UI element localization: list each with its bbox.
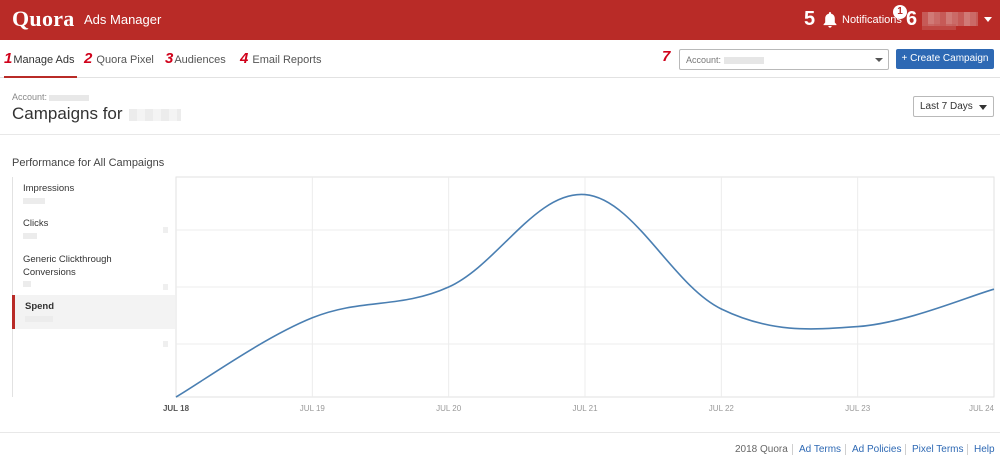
- date-range-value: Last 7 Days: [920, 101, 973, 112]
- footer-divider: [0, 432, 1000, 433]
- performance-title: Performance for All Campaigns: [12, 157, 165, 169]
- metric-list: Impressions Clicks Generic Clickthrough …: [12, 177, 175, 397]
- footer-separator: [905, 444, 906, 455]
- y-tick-label-redacted: [163, 227, 168, 233]
- metric-label: Impressions: [23, 183, 75, 194]
- pixel-terms-link[interactable]: Pixel Terms: [912, 444, 964, 455]
- x-tick-label: JUL 18: [163, 404, 190, 413]
- footer-link-ad-terms[interactable]: Ad Terms: [799, 444, 841, 455]
- help-link[interactable]: Help: [974, 444, 995, 455]
- user-name-redacted[interactable]: [922, 12, 978, 26]
- tab-annotation: 2: [84, 50, 93, 67]
- x-tick-label: JUL 24: [969, 404, 995, 413]
- footer-separator: [967, 444, 968, 455]
- user-menu-annotation: 6: [906, 8, 918, 30]
- date-range-select[interactable]: Last 7 Days: [913, 96, 994, 117]
- footer-link-ad-policies[interactable]: Ad Policies: [852, 444, 901, 455]
- footer-separator: [792, 444, 793, 455]
- page-title: Campaigns for: [12, 104, 181, 124]
- tab-label: Quora Pixel: [96, 54, 154, 66]
- user-subtitle-redacted: [922, 24, 956, 30]
- footer-link-help[interactable]: Help: [974, 444, 995, 455]
- tab-annotation: 1: [4, 50, 13, 67]
- notifications-link[interactable]: Notifications: [842, 14, 902, 26]
- tab-audiences[interactable]: 3Audiences: [165, 40, 226, 78]
- create-campaign-button[interactable]: + Create Campaign: [896, 49, 994, 69]
- account-name-redacted: [49, 94, 90, 101]
- footer-link-pixel-terms[interactable]: Pixel Terms: [912, 444, 964, 455]
- metric-value-redacted: [23, 233, 37, 239]
- x-tick-label: JUL 19: [300, 404, 326, 413]
- chevron-down-icon: [875, 58, 883, 62]
- account-label: Account:: [12, 92, 90, 102]
- tab-label: Audiences: [174, 54, 226, 66]
- metric-label: Generic Clickthrough Conversions: [23, 254, 112, 278]
- footer-separator: [845, 444, 846, 455]
- ad-terms-link[interactable]: Ad Terms: [799, 444, 842, 455]
- app-title[interactable]: Ads Manager: [84, 12, 162, 27]
- y-tick-label-redacted: [163, 341, 168, 347]
- account-select[interactable]: Account:: [679, 49, 889, 70]
- section-divider: [0, 134, 1000, 135]
- tab-label: Email Reports: [252, 54, 322, 66]
- tab-annotation: 3: [165, 50, 174, 67]
- page-title-text: Campaigns for: [12, 104, 123, 123]
- metric-value-redacted: [25, 316, 53, 322]
- ad-policies-link[interactable]: Ad Policies: [852, 444, 902, 455]
- metric-label: Clicks: [23, 218, 49, 229]
- top-bar: Quora Ads Manager 5 Notifications 1 6: [0, 0, 1000, 40]
- tab-quora-pixel[interactable]: 2 Quora Pixel: [84, 40, 154, 78]
- tab-email-reports[interactable]: 4 Email Reports: [240, 40, 321, 78]
- y-tick-label-redacted: [163, 284, 168, 290]
- account-name-redacted: [724, 57, 765, 65]
- main-nav: 1Manage Ads 2 Quora Pixel 3Audiences 4 E…: [0, 40, 1000, 78]
- tab-label: Manage Ads: [13, 54, 75, 66]
- metric-conversions[interactable]: Generic Clickthrough Conversions: [13, 247, 176, 295]
- notifications-annotation: 5: [804, 8, 816, 30]
- metric-spend[interactable]: Spend: [12, 295, 175, 329]
- series-line-spend: [175, 193, 995, 398]
- bell-icon[interactable]: [822, 11, 838, 29]
- user-menu-caret-icon[interactable]: [984, 17, 992, 22]
- x-tick-label: JUL 21: [572, 404, 598, 413]
- footer-copyright: 2018 Quora: [735, 444, 788, 455]
- x-tick-label: JUL 20: [436, 404, 462, 413]
- account-label-text: Account:: [12, 92, 48, 102]
- metric-label: Spend: [25, 301, 55, 312]
- metric-clicks[interactable]: Clicks: [13, 211, 176, 247]
- account-select-label: Account:: [686, 55, 722, 65]
- tab-annotation: 4: [240, 50, 249, 67]
- chevron-down-icon: [979, 105, 987, 110]
- notifications-count-badge: 1: [893, 5, 907, 19]
- metric-value-redacted: [23, 198, 45, 204]
- metric-value-redacted: [23, 281, 31, 287]
- tab-manage-ads[interactable]: 1Manage Ads: [4, 40, 77, 78]
- account-annotation: 7: [662, 48, 671, 65]
- quora-logo[interactable]: Quora: [12, 6, 75, 31]
- x-tick-label: JUL 23: [845, 404, 871, 413]
- x-tick-label: JUL 22: [709, 404, 735, 413]
- metric-impressions[interactable]: Impressions: [13, 177, 176, 211]
- campaign-owner-redacted: [128, 108, 181, 121]
